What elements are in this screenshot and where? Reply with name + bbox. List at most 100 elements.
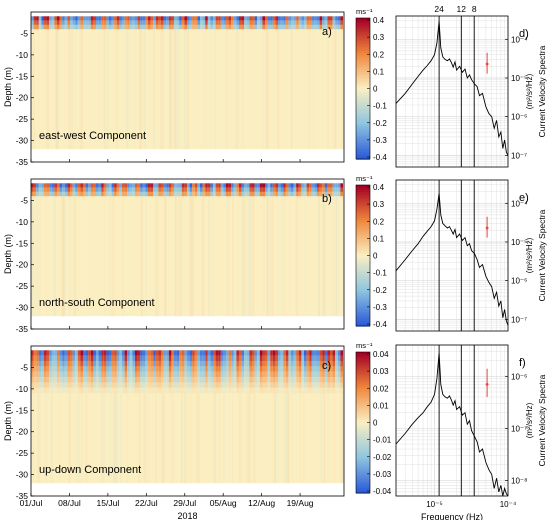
heatmap-cell [44,382,47,388]
heatmap-streak [110,183,113,317]
colorbar-swatch [356,224,370,228]
heatmap-cell [179,350,182,356]
colorbar-swatch [356,396,370,400]
heatmap-streak [172,350,173,484]
heatmap-cell [103,377,107,383]
heatmap-cell [213,371,216,378]
heatmap-cell [38,16,42,21]
y-tick-label: -25 [16,281,29,291]
heatmap-streak [240,350,242,484]
heatmap-cell [215,366,219,372]
heatmap-cell [330,355,333,361]
heatmap-cell [241,350,245,356]
heatmap-cell [142,20,146,25]
heatmap-cell [265,183,268,188]
heatmap-cell [101,387,104,394]
heatmap-cell [197,350,200,356]
heatmap-cell [70,371,73,378]
heatmap-cell [51,16,55,21]
heatmap-cell [33,20,37,25]
heatmap-cell [239,355,242,361]
heatmap-cell [311,24,315,30]
period-label: 8 [472,4,477,14]
heatmap-cell [293,191,297,197]
heatmap-cell [332,183,336,188]
heatmap-cell [36,20,39,25]
heatmap-cell [228,366,232,372]
heatmap-cell [57,366,60,372]
heatmap-cell [194,387,198,394]
heatmap-cell [270,387,273,394]
heatmap-cell [44,191,47,197]
heatmap-streak [271,183,273,317]
heatmap-cell [145,191,148,197]
heatmap-cell [288,187,291,192]
heatmap-cell [239,371,242,378]
heatmap-cell [148,350,151,356]
heatmap-streak [232,183,234,317]
heatmap-cell [41,350,44,356]
x-tick-label: 29/Jul [173,498,196,508]
colorbar-tick-label: -0.1 [373,269,387,278]
heatmap-cell [304,20,307,25]
heatmap-cell [155,377,159,383]
heatmap-cell [171,191,174,197]
heatmap-cell [54,183,57,188]
colorbar-swatch [356,478,370,482]
colorbar-tick-label: -0.4 [373,320,387,329]
heatmap-cell [306,16,310,21]
heatmap-streak [40,16,42,150]
heatmap-cell [168,355,172,361]
heatmap-cell [90,16,94,21]
y-tick-label: -5 [20,28,28,38]
heatmap-cell [127,382,130,388]
heatmap-cell [332,387,336,394]
heatmap-cell [184,355,187,361]
heatmap-cell [319,371,323,378]
heatmap-cell [301,187,304,192]
y-tick-label: 10⁻⁶ [511,372,527,381]
heatmap-cell [132,350,135,356]
heatmap-cell [168,350,172,356]
heatmap-cell [283,382,286,388]
heatmap-streak [312,16,315,150]
colorbar-tick-label: 0 [373,419,378,428]
heatmap-streak [194,350,196,484]
heatmap-cell [127,350,130,356]
heatmap-cell [155,24,159,30]
heatmap-cell [231,366,234,372]
heatmap-cell [171,371,174,378]
heatmap-cell [41,382,44,388]
heatmap-cell [179,382,182,388]
heatmap-cell [161,371,164,378]
heatmap-cell [291,371,294,378]
heatmap-cell [88,20,91,25]
heatmap-cell [205,387,208,394]
heatmap-cell [161,16,164,21]
heatmap-cell [337,361,341,367]
heatmap-cell [317,361,320,367]
colorbar-swatch [356,185,370,188]
colorbar-swatch [356,142,370,146]
heatmap-cell [31,183,34,188]
heatmap-cell [340,387,343,394]
heatmap-cell [161,183,164,188]
heatmap-cell [187,191,190,197]
heatmap-cell [327,355,330,361]
heatmap-cell [220,20,224,25]
heatmap-cell [54,361,57,367]
heatmap-cell [184,191,187,197]
heatmap-cell [187,16,190,21]
heatmap-cell [309,382,312,388]
colorbar-swatch [356,422,370,426]
heatmap-cell [228,191,232,197]
heatmap-streak [340,350,343,484]
spectrum-panel-2: 10⁻⁴10⁻⁵10⁻⁶10⁻⁷e)(m²/s²/Hz) Current Velo… [395,179,547,332]
heatmap-cell [340,187,343,192]
colorbar-swatch [356,408,370,412]
heatmap-cell [93,377,96,383]
heatmap-cell [202,187,206,192]
heatmap-cell [179,16,182,21]
heatmap-cell [207,183,211,188]
heatmap-cell [142,191,146,197]
